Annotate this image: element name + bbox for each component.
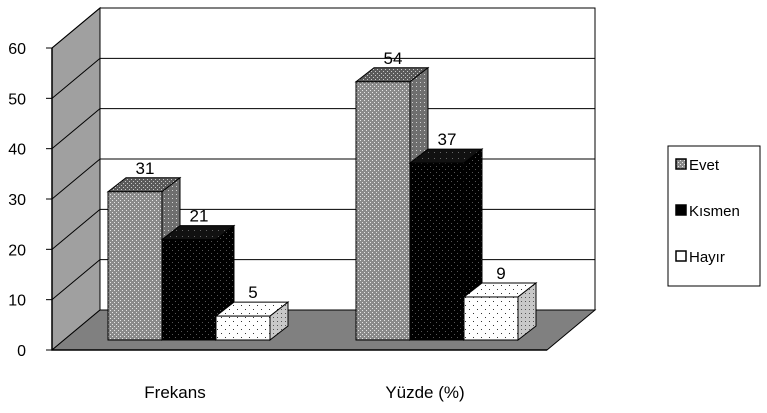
gridline-side <box>51 108 101 150</box>
bar <box>355 81 411 341</box>
data-label: 5 <box>248 283 257 302</box>
bar <box>107 191 163 341</box>
y-tick-label: 20 <box>8 242 26 259</box>
y-tick-label: 40 <box>8 142 26 159</box>
gridline-side <box>51 7 101 49</box>
y-tick-label: 30 <box>8 192 26 209</box>
bar <box>463 296 519 341</box>
y-tick-label: 0 <box>17 343 26 360</box>
gridline-side <box>51 158 101 200</box>
bars <box>106 66 538 342</box>
y-tick-label: 50 <box>8 91 26 108</box>
legend-label: Kısmen <box>689 203 740 220</box>
gridline-side <box>51 57 101 99</box>
x-category-label: Yüzde (%) <box>385 383 464 402</box>
data-label: 9 <box>496 264 505 283</box>
legend-swatch <box>675 204 687 216</box>
gridline-side <box>51 259 101 301</box>
data-label: 31 <box>136 159 155 178</box>
legend-swatch <box>675 250 687 262</box>
y-tick-label: 60 <box>8 41 26 58</box>
bar <box>409 162 465 341</box>
data-labels: 31 21 5 54 37 9 <box>136 49 506 302</box>
bar <box>161 239 217 341</box>
data-label: 37 <box>438 130 457 149</box>
y-tick-label: 10 <box>8 293 26 310</box>
gridlines <box>51 7 595 301</box>
data-label: 54 <box>384 49 403 68</box>
legend-label: Hayır <box>689 249 725 266</box>
legend-label: Evet <box>689 157 720 174</box>
gridline-side <box>51 208 101 250</box>
x-category-label: Frekans <box>144 383 205 402</box>
legend-swatch <box>675 158 687 170</box>
legend: Evet Kısmen Hayır <box>667 145 761 287</box>
data-label: 21 <box>190 207 209 226</box>
axes: 0 10 20 30 40 50 60 Frekans Yüzde (%) <box>8 41 547 402</box>
bar <box>215 315 271 341</box>
